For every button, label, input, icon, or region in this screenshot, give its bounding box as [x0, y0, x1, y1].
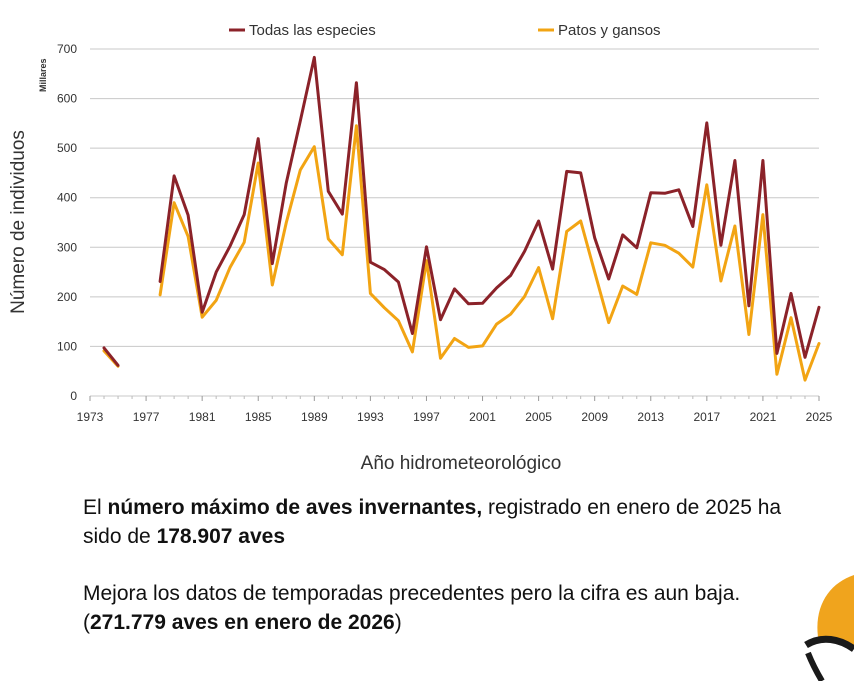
series-line-todas-0: [102, 346, 120, 367]
y-axis-title: Número de individuos: [8, 130, 29, 314]
logo-dark-stroke-2: [805, 651, 825, 681]
p1-bold-1: número máximo de aves invernantes,: [107, 496, 483, 519]
legend-label-todas: Todas las especies: [249, 22, 376, 39]
p1-text-1: El: [83, 496, 108, 519]
x-tick-label: 2013: [637, 410, 664, 424]
p1-text-2: registrado en enero de 2025 ha sido de: [83, 496, 782, 548]
x-tick-label: 2021: [750, 410, 777, 424]
y-tick-label: 700: [57, 42, 77, 56]
logo-dark-stroke: [804, 635, 854, 652]
grid: [90, 48, 819, 397]
x-tick-label: 1989: [301, 410, 328, 424]
y-tick-label: 400: [57, 191, 77, 205]
p2-text-2: ): [394, 611, 402, 634]
x-tick-label: 2025: [806, 410, 833, 424]
logo-orange-shape: [817, 575, 854, 647]
series-line-patos-1: [158, 124, 821, 382]
legend-label-patos: Patos y gansos: [558, 22, 661, 39]
x-axis-title: Año hidrometeorológico: [361, 453, 562, 474]
x-tick-label: 2005: [525, 410, 552, 424]
x-tick-label: 1977: [133, 410, 160, 424]
x-tick-label: 2009: [581, 410, 608, 424]
y-tick-label: 300: [57, 240, 77, 254]
series-line-todas-1: [158, 55, 821, 359]
legend: Todas las especies Patos y gansos: [229, 22, 661, 39]
y-tick-label: 200: [57, 290, 77, 304]
x-tick-label: 1973: [77, 410, 104, 424]
x-tick-label: 1993: [357, 410, 384, 424]
x-tick-label: 2001: [469, 410, 496, 424]
x-tick-label: 1981: [189, 410, 216, 424]
series-lines: [102, 55, 821, 382]
line-chart: Todas las especies Patos y gansos 0 100 20…: [8, 22, 833, 474]
logo-graphic: [804, 575, 854, 681]
y-tick-label: 600: [57, 92, 77, 106]
y-tick-label: 500: [57, 141, 77, 155]
summary-paragraph-1: El número máximo de aves invernantes, re…: [83, 493, 823, 551]
y-tick-label: 0: [70, 389, 77, 403]
units-label: Millares: [38, 58, 48, 92]
x-tick-label: 1985: [245, 410, 272, 424]
y-tick-label: 100: [57, 339, 77, 353]
x-tick-label: 1997: [413, 410, 440, 424]
p2-bold: 271.779 aves en enero de 2026: [90, 611, 395, 634]
p2-text-1: Mejora los datos de temporadas precedent…: [83, 582, 741, 634]
x-tick-label: 2017: [693, 410, 720, 424]
y-axis: 0 100 200 300 400 500 600 700: [57, 42, 77, 403]
summary-paragraph-2: Mejora los datos de temporadas precedent…: [83, 579, 823, 637]
p1-bold-2: 178.907 aves: [156, 525, 286, 548]
x-axis: 1973 1977 1981 1985 1989 1993 1997 2001 2005 2009…: [77, 396, 833, 424]
